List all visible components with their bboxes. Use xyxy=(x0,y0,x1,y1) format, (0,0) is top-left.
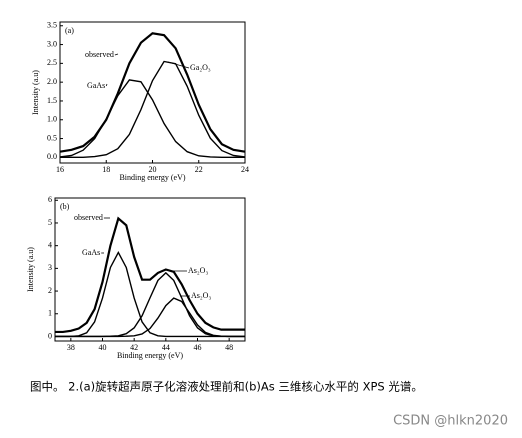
x-tick-label: 20 xyxy=(149,165,157,174)
panel-label: (a) xyxy=(65,26,74,35)
leader-line xyxy=(167,61,190,69)
series-line xyxy=(59,79,245,159)
x-axis-label: Binding energy (eV) xyxy=(119,173,185,182)
y-tick-label: 0.0 xyxy=(47,152,57,161)
x-axis-label: Binding energy (eV) xyxy=(117,351,183,360)
x-tick-label: 18 xyxy=(102,165,110,174)
y-tick-label: 0 xyxy=(48,331,52,340)
plot-frame xyxy=(54,197,246,342)
y-tick-label: 1.5 xyxy=(47,96,57,105)
x-tick-label: 16 xyxy=(56,165,64,174)
x-tick-label: 46 xyxy=(194,343,202,352)
series-annotation: GaAs xyxy=(82,248,100,257)
y-tick-label: 5 xyxy=(48,218,52,227)
x-tick-label: 24 xyxy=(241,165,249,174)
y-tick-label: 4 xyxy=(48,240,52,249)
x-tick-label: 44 xyxy=(162,343,170,352)
series-annotation: As₂O₃ xyxy=(188,266,208,275)
watermark: CSDN @hlkn2020 xyxy=(393,414,508,429)
charts: 16 18 20 22 240.00.51.01.52.02.53.03.5Bindin… xyxy=(26,21,249,360)
y-tick-label: 3.5 xyxy=(47,21,57,30)
series-annotation: As₂O₃ xyxy=(191,291,211,300)
caption: 图中。 2.(a)旋转超声原子化溶液处理前和(b)As 三维核心水平的 XPS … xyxy=(30,380,423,394)
y-tick-label: 6 xyxy=(48,195,52,204)
y-tick-label: 1.0 xyxy=(47,115,57,124)
series-annotation: Ga₂O₃ xyxy=(190,63,211,72)
leader-line xyxy=(114,53,119,56)
x-tick-label: 42 xyxy=(130,343,138,352)
y-tick-label: 3.0 xyxy=(47,39,57,48)
y-tick-label: 2.0 xyxy=(47,77,57,86)
y-tick-label: 1 xyxy=(48,309,52,318)
series-line xyxy=(59,32,246,153)
series-line xyxy=(55,297,245,338)
y-axis-label: Intensity (a.u) xyxy=(26,247,35,292)
y-axis-label: Intensity (a.u) xyxy=(31,70,40,115)
leader-line xyxy=(105,83,108,87)
series-annotation: observed xyxy=(85,50,114,59)
series-annotation: observed xyxy=(74,213,103,222)
x-tick-label: 38 xyxy=(67,343,75,352)
panel-label: (b) xyxy=(60,202,70,211)
series-line xyxy=(60,60,246,159)
y-tick-label: 3 xyxy=(48,263,52,272)
y-tick-label: 2 xyxy=(48,286,52,295)
series-annotation: GaAs xyxy=(87,81,105,90)
x-tick-label: 48 xyxy=(225,343,233,352)
y-tick-label: 2.5 xyxy=(47,58,57,67)
y-tick-label: 0.5 xyxy=(47,133,57,142)
series-line xyxy=(55,271,245,338)
x-tick-label: 40 xyxy=(99,343,107,352)
x-tick-label: 22 xyxy=(195,165,203,174)
series-line xyxy=(55,216,245,334)
